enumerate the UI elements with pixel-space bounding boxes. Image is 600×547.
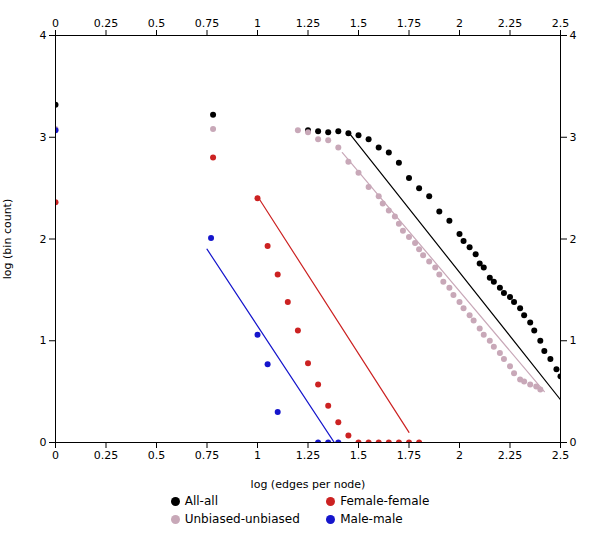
svg-text:2: 2 (456, 17, 463, 30)
svg-text:0: 0 (52, 449, 59, 462)
svg-text:0.25: 0.25 (94, 449, 119, 462)
svg-text:2: 2 (570, 233, 577, 246)
svg-text:0.25: 0.25 (94, 17, 119, 30)
svg-text:1.25: 1.25 (296, 449, 321, 462)
svg-text:1.75: 1.75 (397, 449, 422, 462)
svg-text:0.75: 0.75 (195, 17, 220, 30)
svg-text:1.5: 1.5 (350, 17, 368, 30)
html-text:Unbiased-unbiased: Unbiased-unbiased (184, 512, 300, 526)
html-text:Female-female: Female-female (340, 494, 430, 508)
svg-text:2.5: 2.5 (552, 17, 570, 30)
svg-text:1: 1 (254, 449, 261, 462)
svg-text:1.75: 1.75 (397, 17, 422, 30)
svg-text:0.75: 0.75 (195, 449, 220, 462)
svg-text:log (bin count): log (bin count) (1, 199, 14, 279)
html-text:Male-male: Male-male (340, 512, 403, 526)
svg-text:1.5: 1.5 (350, 449, 368, 462)
svg-text:0.5: 0.5 (148, 449, 166, 462)
svg-text:3: 3 (570, 131, 577, 144)
svg-text:1: 1 (254, 17, 261, 30)
svg-text:log (edges per node): log (edges per node) (251, 478, 366, 491)
svg-text:0: 0 (52, 17, 59, 30)
svg-text:2: 2 (456, 449, 463, 462)
svg-text:0.5: 0.5 (148, 17, 166, 30)
svg-text:3: 3 (40, 131, 47, 144)
svg-text:2.25: 2.25 (498, 449, 523, 462)
svg-text:1.25: 1.25 (296, 17, 321, 30)
svg-text:0: 0 (570, 436, 577, 449)
html-text:All-all: All-all (184, 494, 218, 508)
svg-text:2: 2 (40, 233, 47, 246)
svg-text:1: 1 (570, 334, 577, 347)
svg-text:2.5: 2.5 (552, 449, 570, 462)
svg-text:1: 1 (40, 334, 47, 347)
svg-text:0: 0 (40, 436, 47, 449)
svg-text:2.25: 2.25 (498, 17, 523, 30)
svg-text:4: 4 (570, 29, 577, 42)
svg-text:4: 4 (40, 29, 47, 42)
